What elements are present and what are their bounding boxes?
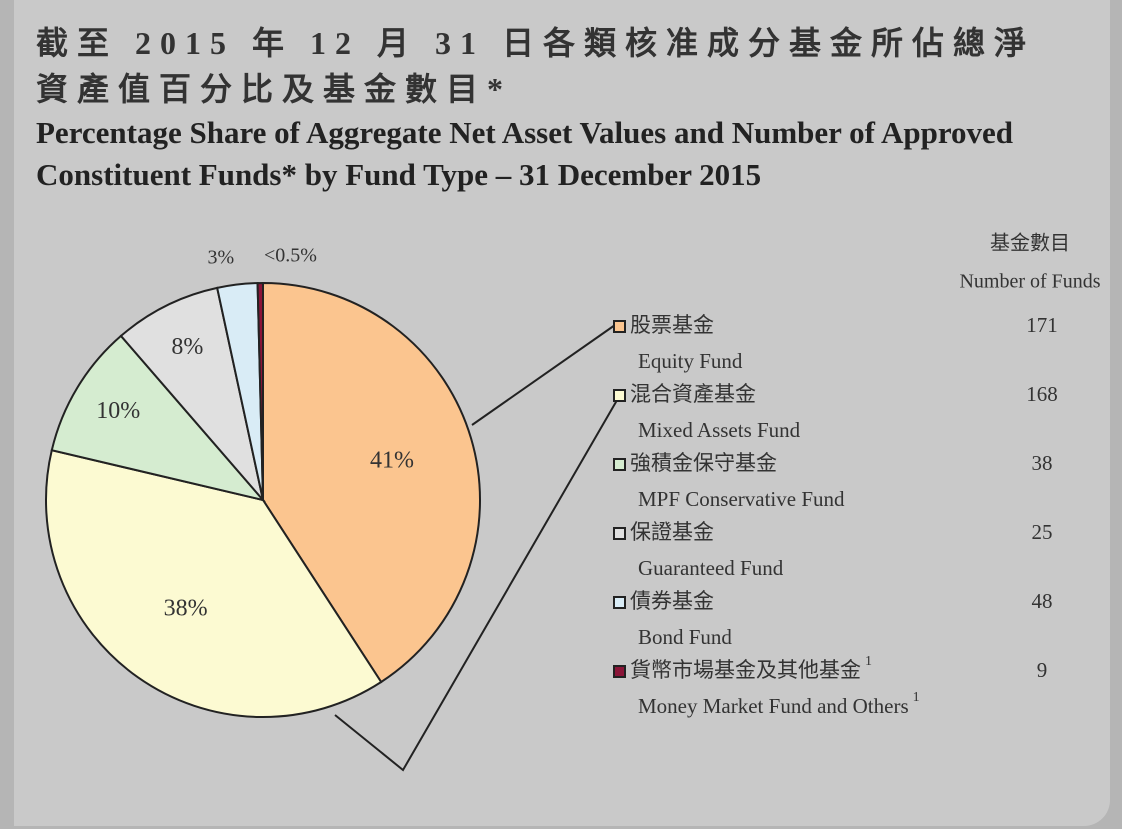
legend-label-zh-text: 債券基金 [630, 589, 714, 613]
legend-label-zh: 債券基金 [630, 589, 714, 613]
legend-label-text: Equity Fund [638, 349, 743, 373]
pie-slice [256, 281, 264, 501]
count-header: Number of Funds [959, 271, 1100, 293]
slice-label: 10% [96, 398, 140, 424]
fund-count: 25 [1032, 520, 1053, 544]
legend-label-zh-text: 混合資產基金 [630, 382, 756, 406]
chart-title: Percentage Share of Aggregate Net Asset … [36, 115, 1014, 192]
pie-slice [119, 286, 264, 501]
leader-line [334, 394, 621, 772]
legend-marker [613, 458, 626, 471]
legend-label-text: Guaranteed Fund [638, 556, 784, 580]
legend-label-zh: 強積金保守基金 [630, 451, 777, 475]
fund-count: 168 [1026, 382, 1058, 406]
count-header-zh: 基金數目 [990, 232, 1070, 255]
fund-count: 9 [1037, 658, 1048, 682]
legend-label: Mixed Assets Fund [638, 418, 801, 442]
slice-label: 3% [207, 246, 234, 268]
legend-label-text: Mixed Assets Fund [638, 418, 801, 442]
legend-label-zh-text: 股票基金 [630, 313, 714, 337]
leader-line [471, 324, 616, 426]
legend-label-text: Money Market Fund and Others [638, 694, 909, 718]
pie-slice [50, 334, 266, 502]
legend-label: Equity Fund [638, 349, 743, 373]
slice-label: 41% [370, 447, 414, 473]
legend-label-zh-text: 強積金保守基金 [630, 451, 777, 475]
legend-label-text: Bond Fund [638, 625, 732, 649]
legend-label-zh-text: 保證基金 [630, 520, 714, 544]
chart-title-zh: 截至 2015 年 12 月 31 日各類核准成分基金所佔總淨資產值百分比及基金… [36, 25, 1036, 107]
fund-count: 48 [1032, 589, 1053, 613]
fund-count: 171 [1026, 313, 1058, 337]
legend-marker [613, 320, 626, 333]
legend-label-zh: 保證基金 [630, 520, 714, 544]
legend-marker [613, 389, 626, 402]
note-mark: 1 [913, 690, 920, 705]
legend-marker [613, 596, 626, 609]
legend-marker [613, 665, 626, 678]
legend-label-zh: 貨幣市場基金及其他基金 1 [630, 654, 872, 682]
legend-label-zh: 混合資產基金 [630, 382, 756, 406]
legend-label-zh-text: 貨幣市場基金及其他基金 [630, 658, 861, 682]
legend-label: Guaranteed Fund [638, 556, 784, 580]
slice-label: 38% [164, 596, 208, 622]
fund-count: 38 [1032, 451, 1053, 475]
slice-label: 8% [171, 334, 203, 360]
legend-label: MPF Conservative Fund [638, 487, 845, 511]
legend-label: Bond Fund [638, 625, 732, 649]
legend-label: Money Market Fund and Others 1 [638, 690, 920, 718]
legend-label-zh: 股票基金 [630, 313, 714, 337]
legend-marker [613, 527, 626, 540]
slice-label: <0.5% [264, 245, 317, 267]
pie-slice [45, 448, 383, 718]
note-mark: 1 [865, 654, 872, 669]
legend-label-text: MPF Conservative Fund [638, 487, 845, 511]
